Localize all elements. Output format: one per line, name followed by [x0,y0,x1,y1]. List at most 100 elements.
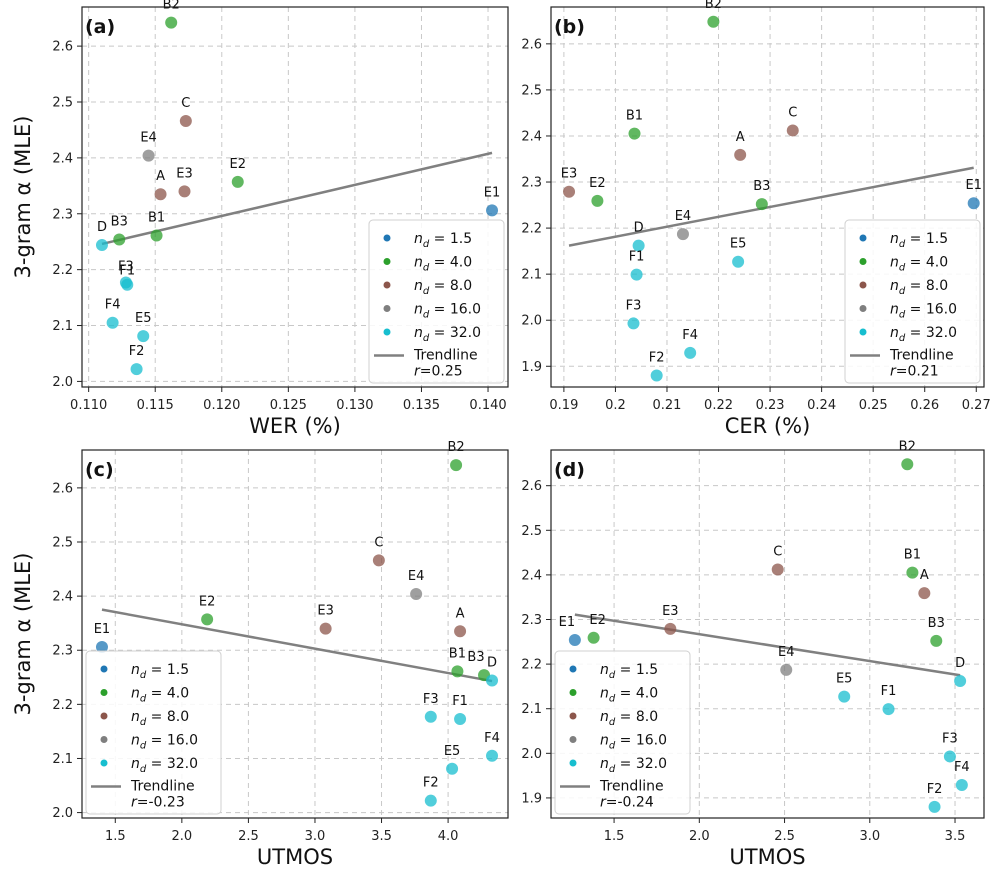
point-label: E1 [965,178,982,193]
data-point-b3 [755,198,768,211]
y-tick-label: 2.0 [521,747,542,762]
legend-r-value: r=-0.24 [600,795,654,811]
point-label: E4 [408,569,425,584]
point-label: E2 [230,157,247,172]
axes-frame [81,449,509,819]
legend-label: nd = 1.5 [600,662,658,681]
x-tick-label: 3.0 [859,829,880,844]
data-point-f2 [650,369,663,382]
legend-label: nd = 32.0 [414,325,481,344]
y-tick-label: 2.4 [521,129,542,144]
point-label: E2 [589,176,606,191]
legend-label: nd = 4.0 [131,686,189,705]
x-tick-label: 0.135 [403,398,440,413]
legend-trend-label: Trendline [599,779,664,795]
legend-label: nd = 4.0 [890,255,948,274]
legend-marker [569,736,577,743]
legend: nd = 1.5 nd = 4.0 nd = 8.0 nd = 16.0 nd = 32… [554,650,691,815]
panel-tag: (d) [554,459,585,481]
data-point-b3 [930,634,943,647]
data-point-a [454,625,467,638]
data-point-e1 [95,640,108,653]
point-label: F2 [423,776,439,791]
trendline [101,151,493,246]
point-label: B2 [163,0,180,13]
data-point-c [179,115,192,127]
data-point-e5 [137,330,150,343]
point-label: B3 [928,616,945,631]
y-tick-label: 2.5 [521,83,542,98]
panel-a: 0.110 0.115 0.120 0.125 0.130 0.135 0.140 2.0 2.… [11,0,509,438]
data-point-d [486,674,499,687]
data-point-e3 [319,622,332,635]
legend-box [554,650,691,815]
legend-label: nd = 32.0 [890,325,957,344]
point-label: E4 [140,131,157,146]
data-point-e2 [587,631,600,644]
x-tick-label: 3.0 [305,829,326,844]
data-point-f1 [121,278,134,291]
data-point-f2 [130,363,143,376]
y-tick-label: 2.2 [52,698,73,713]
point-label: F4 [682,328,698,343]
data-point-e2 [231,175,244,188]
point-label: F1 [629,250,645,265]
point-label: F3 [118,260,134,275]
data-point-f1 [630,268,643,281]
data-point-b2 [901,458,914,471]
y-tick-label: 2.1 [521,702,542,717]
legend-label: nd = 4.0 [414,255,472,274]
x-tick-label: 0.22 [704,398,733,413]
data-point-e2 [201,613,214,626]
point-label: D [634,221,644,236]
y-tick-label: 1.9 [521,360,542,375]
legend-label: nd = 1.5 [890,231,948,250]
point-label: B1 [449,646,466,661]
point-label: E1 [94,622,111,637]
legend-label: nd = 1.5 [414,231,472,250]
y-tick-label: 2.3 [521,176,542,191]
data-point-f4 [486,749,499,762]
panel-tag: (b) [554,16,585,38]
y-tick-label: 2.2 [521,222,542,237]
legend-box [844,219,981,384]
axes-frame [550,6,985,388]
data-point-b2 [450,459,463,472]
y-tick-label: 2.4 [521,568,542,583]
data-point-e5 [446,762,459,775]
data-point-d [632,239,645,252]
data-point-a [918,587,931,600]
legend-marker [859,258,867,265]
point-label: D [955,656,965,671]
legend-box [85,650,222,815]
point-label: E2 [199,594,216,609]
point-label: A [456,606,465,621]
point-label: E3 [561,167,578,182]
point-label: E3 [176,166,193,181]
data-point-f2 [928,800,941,813]
data-point-f1 [454,712,467,725]
legend-marker [569,759,577,767]
point-label: E4 [675,209,692,224]
data-point-c [771,563,784,576]
legend-marker [569,665,577,673]
point-label: F2 [927,782,943,797]
point-label: F1 [119,264,135,279]
x-tick-label: 0.24 [807,398,836,413]
legend-marker [100,689,108,696]
y-tick-label: 2.6 [52,481,73,496]
legend-label: nd = 16.0 [890,302,957,321]
data-point-f4 [684,346,697,359]
x-tick-label: 4.0 [438,829,459,844]
point-label: F3 [423,692,439,707]
trendline [574,613,961,677]
x-tick-label: 0.2 [605,398,626,413]
legend-marker [100,759,108,767]
data-point-b2 [707,15,720,28]
legend-trend-label: Trendline [413,348,478,364]
point-label: E5 [836,672,853,687]
data-point-a [154,188,167,201]
x-tick-label: 0.140 [469,398,506,413]
point-label: F4 [105,298,121,313]
